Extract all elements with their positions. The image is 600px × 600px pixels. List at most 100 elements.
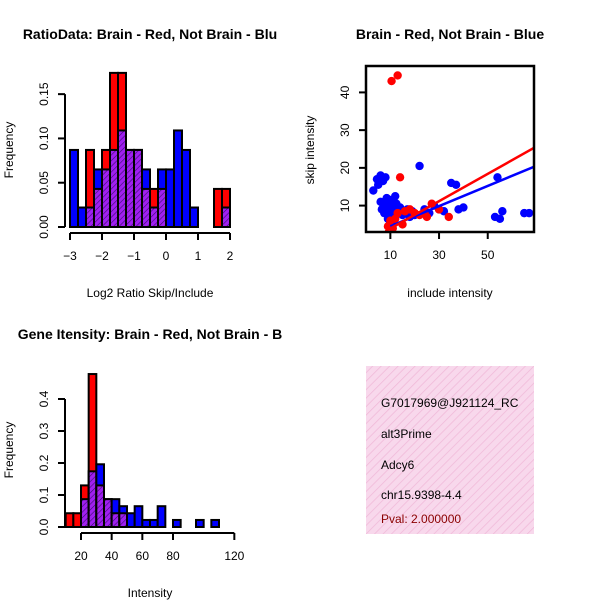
gene-bar-notbrain bbox=[195, 518, 205, 529]
ratio-histogram-bars bbox=[69, 71, 231, 229]
ratio-x-tick-label: 0 bbox=[163, 249, 170, 263]
ratio-y-tick-label: 0.05 bbox=[37, 171, 51, 195]
ratio-histogram-title: RatioData: Brain - Red, Not Brain - Blu bbox=[23, 26, 277, 42]
scatter-point-brain bbox=[387, 76, 396, 86]
pval-text: Pval: 2.000000 bbox=[381, 512, 461, 526]
gene-bar-brain bbox=[64, 512, 75, 528]
ratio-x-tick-label: 2 bbox=[227, 249, 234, 263]
ratio-x-tick-label: 1 bbox=[195, 249, 202, 263]
scatter-point-notbrain bbox=[451, 180, 461, 190]
scatter-point-brain bbox=[395, 173, 405, 182]
scatter-y-tick-label: 20 bbox=[338, 161, 352, 175]
scatter-frame bbox=[364, 64, 536, 234]
gene-bar-notbrain bbox=[126, 512, 136, 528]
gene-x-tick-label: 120 bbox=[224, 549, 244, 563]
scatter-x-tick-label: 30 bbox=[432, 248, 446, 262]
intensity-scatter-plot: 10 30 50 10 20 30 40 bbox=[338, 64, 536, 262]
ratio-x-tick-label: −2 bbox=[95, 249, 109, 263]
ratio-bar-notbrain bbox=[69, 148, 79, 228]
scatter-point-brain bbox=[422, 212, 432, 222]
ratio-bar-overlap bbox=[133, 148, 143, 228]
scatter-y-tick-label: 10 bbox=[338, 199, 352, 213]
fit-line-brain bbox=[384, 146, 534, 232]
scatter-point-notbrain bbox=[415, 161, 424, 171]
ratio-bar-overlap bbox=[157, 187, 167, 229]
event-type-text: alt3Prime bbox=[381, 427, 432, 441]
ratio-bar-overlap bbox=[85, 206, 95, 228]
gene-intensity-histogram-panel: Gene Itensity: Brain - Red, Not Brain - … bbox=[2, 326, 282, 600]
gene-x-tick-label: 20 bbox=[74, 549, 88, 563]
ratio-bar-overlap bbox=[125, 148, 135, 228]
scatter-point-notbrain bbox=[495, 214, 505, 223]
gene-y-tick-label: 0.0 bbox=[37, 518, 51, 535]
ratio-bar-overlap bbox=[149, 206, 159, 228]
gene-bar-notbrain bbox=[141, 518, 151, 529]
ratio-histogram-panel: RatioData: Brain - Red, Not Brain - Blu … bbox=[2, 26, 277, 300]
ratio-bar-overlap bbox=[221, 206, 231, 228]
gene-bar-brain bbox=[72, 512, 83, 528]
scatter-point-notbrain bbox=[381, 173, 390, 182]
gene-x-tick-label: 60 bbox=[136, 549, 150, 563]
ratio-bar-notbrain bbox=[77, 206, 87, 228]
intensity-scatter-xlabel: include intensity bbox=[407, 286, 492, 300]
gene-name-text: Adcy6 bbox=[381, 458, 415, 472]
probe-id-text: G7017969@J921124_RC bbox=[381, 396, 519, 410]
gene-bar-overlap bbox=[87, 470, 98, 529]
gene-bar-overlap bbox=[110, 512, 121, 528]
gene-x-tick-label: 80 bbox=[166, 549, 180, 563]
gene-intensity-axes: 0.0 0.1 0.2 0.3 0.4 20 40 60 80 120 bbox=[37, 390, 244, 563]
gene-bar-notbrain bbox=[133, 505, 144, 529]
scatter-x-tick-label: 10 bbox=[384, 248, 398, 262]
gene-y-tick-label: 0.4 bbox=[37, 390, 51, 407]
location-text: chr15.9398-4.4 bbox=[381, 488, 462, 502]
gene-bar-notbrain bbox=[156, 505, 167, 529]
gene-bar-overlap bbox=[80, 498, 90, 529]
gene-y-tick-label: 0.1 bbox=[37, 486, 51, 503]
ratio-bar-overlap bbox=[141, 187, 151, 229]
gene-bar-overlap bbox=[103, 498, 113, 529]
ratio-y-tick-label: 0.10 bbox=[37, 126, 51, 150]
gene-bar-notbrain bbox=[149, 518, 159, 529]
ratio-y-tick-label: 0.00 bbox=[37, 215, 51, 239]
ratio-histogram-axes: 0.00 0.05 0.10 0.15 −3 −2 −1 0 1 2 bbox=[37, 82, 233, 263]
intensity-scatter-panel: Brain - Red, Not Brain - Blue 10 30 50 10 20… bbox=[303, 26, 544, 300]
ratio-bar-overlap bbox=[117, 129, 127, 228]
gene-intensity-xlabel: Intensity bbox=[128, 586, 173, 600]
ratio-x-tick-label: −1 bbox=[127, 249, 141, 263]
ratio-y-tick-label: 0.15 bbox=[37, 82, 51, 106]
ratio-bar-brain bbox=[213, 187, 223, 229]
ratio-bar-notbrain bbox=[181, 148, 191, 228]
gene-y-tick-label: 0.2 bbox=[37, 454, 51, 471]
ratio-bar-notbrain bbox=[189, 206, 199, 228]
scatter-point-brain bbox=[393, 208, 402, 218]
gene-bar-overlap bbox=[95, 484, 106, 528]
ratio-bar-overlap bbox=[93, 187, 103, 229]
gene-bar-overlap bbox=[118, 512, 129, 528]
intensity-scatter-ylabel: skip intensity bbox=[303, 116, 317, 185]
gene-intensity-bars bbox=[64, 373, 220, 529]
scatter-y-tick-label: 30 bbox=[338, 123, 352, 137]
intensity-scatter-title: Brain - Red, Not Brain - Blue bbox=[356, 26, 544, 42]
gene-intensity-ylabel: Frequency bbox=[2, 422, 16, 479]
ratio-bar-notbrain bbox=[173, 129, 183, 228]
ratio-bar-notbrain bbox=[165, 168, 175, 229]
gene-intensity-title: Gene Itensity: Brain - Red, Not Brain - … bbox=[18, 326, 282, 342]
probe-info-panel: G7017969@J921124_RC alt3Prime Adcy6 chr1… bbox=[366, 366, 534, 534]
scatter-point-brain bbox=[393, 71, 402, 80]
probe-info-background bbox=[366, 366, 534, 534]
scatter-point-notbrain bbox=[369, 186, 378, 195]
scatter-point-notbrain bbox=[498, 207, 507, 216]
gene-x-tick-label: 40 bbox=[105, 549, 119, 563]
scatter-points-group bbox=[369, 71, 534, 232]
ratio-x-tick-label: −3 bbox=[63, 249, 77, 263]
ratio-histogram-ylabel: Frequency bbox=[2, 122, 16, 179]
gene-bar-notbrain bbox=[210, 518, 220, 529]
gene-bar-notbrain bbox=[172, 518, 182, 529]
gene-y-tick-label: 0.3 bbox=[37, 422, 51, 439]
ratio-bar-overlap bbox=[101, 168, 111, 229]
scatter-point-notbrain bbox=[391, 191, 400, 201]
scatter-y-tick-label: 40 bbox=[338, 85, 352, 99]
scatter-x-tick-label: 50 bbox=[481, 248, 495, 262]
scatter-point-brain bbox=[444, 212, 453, 222]
